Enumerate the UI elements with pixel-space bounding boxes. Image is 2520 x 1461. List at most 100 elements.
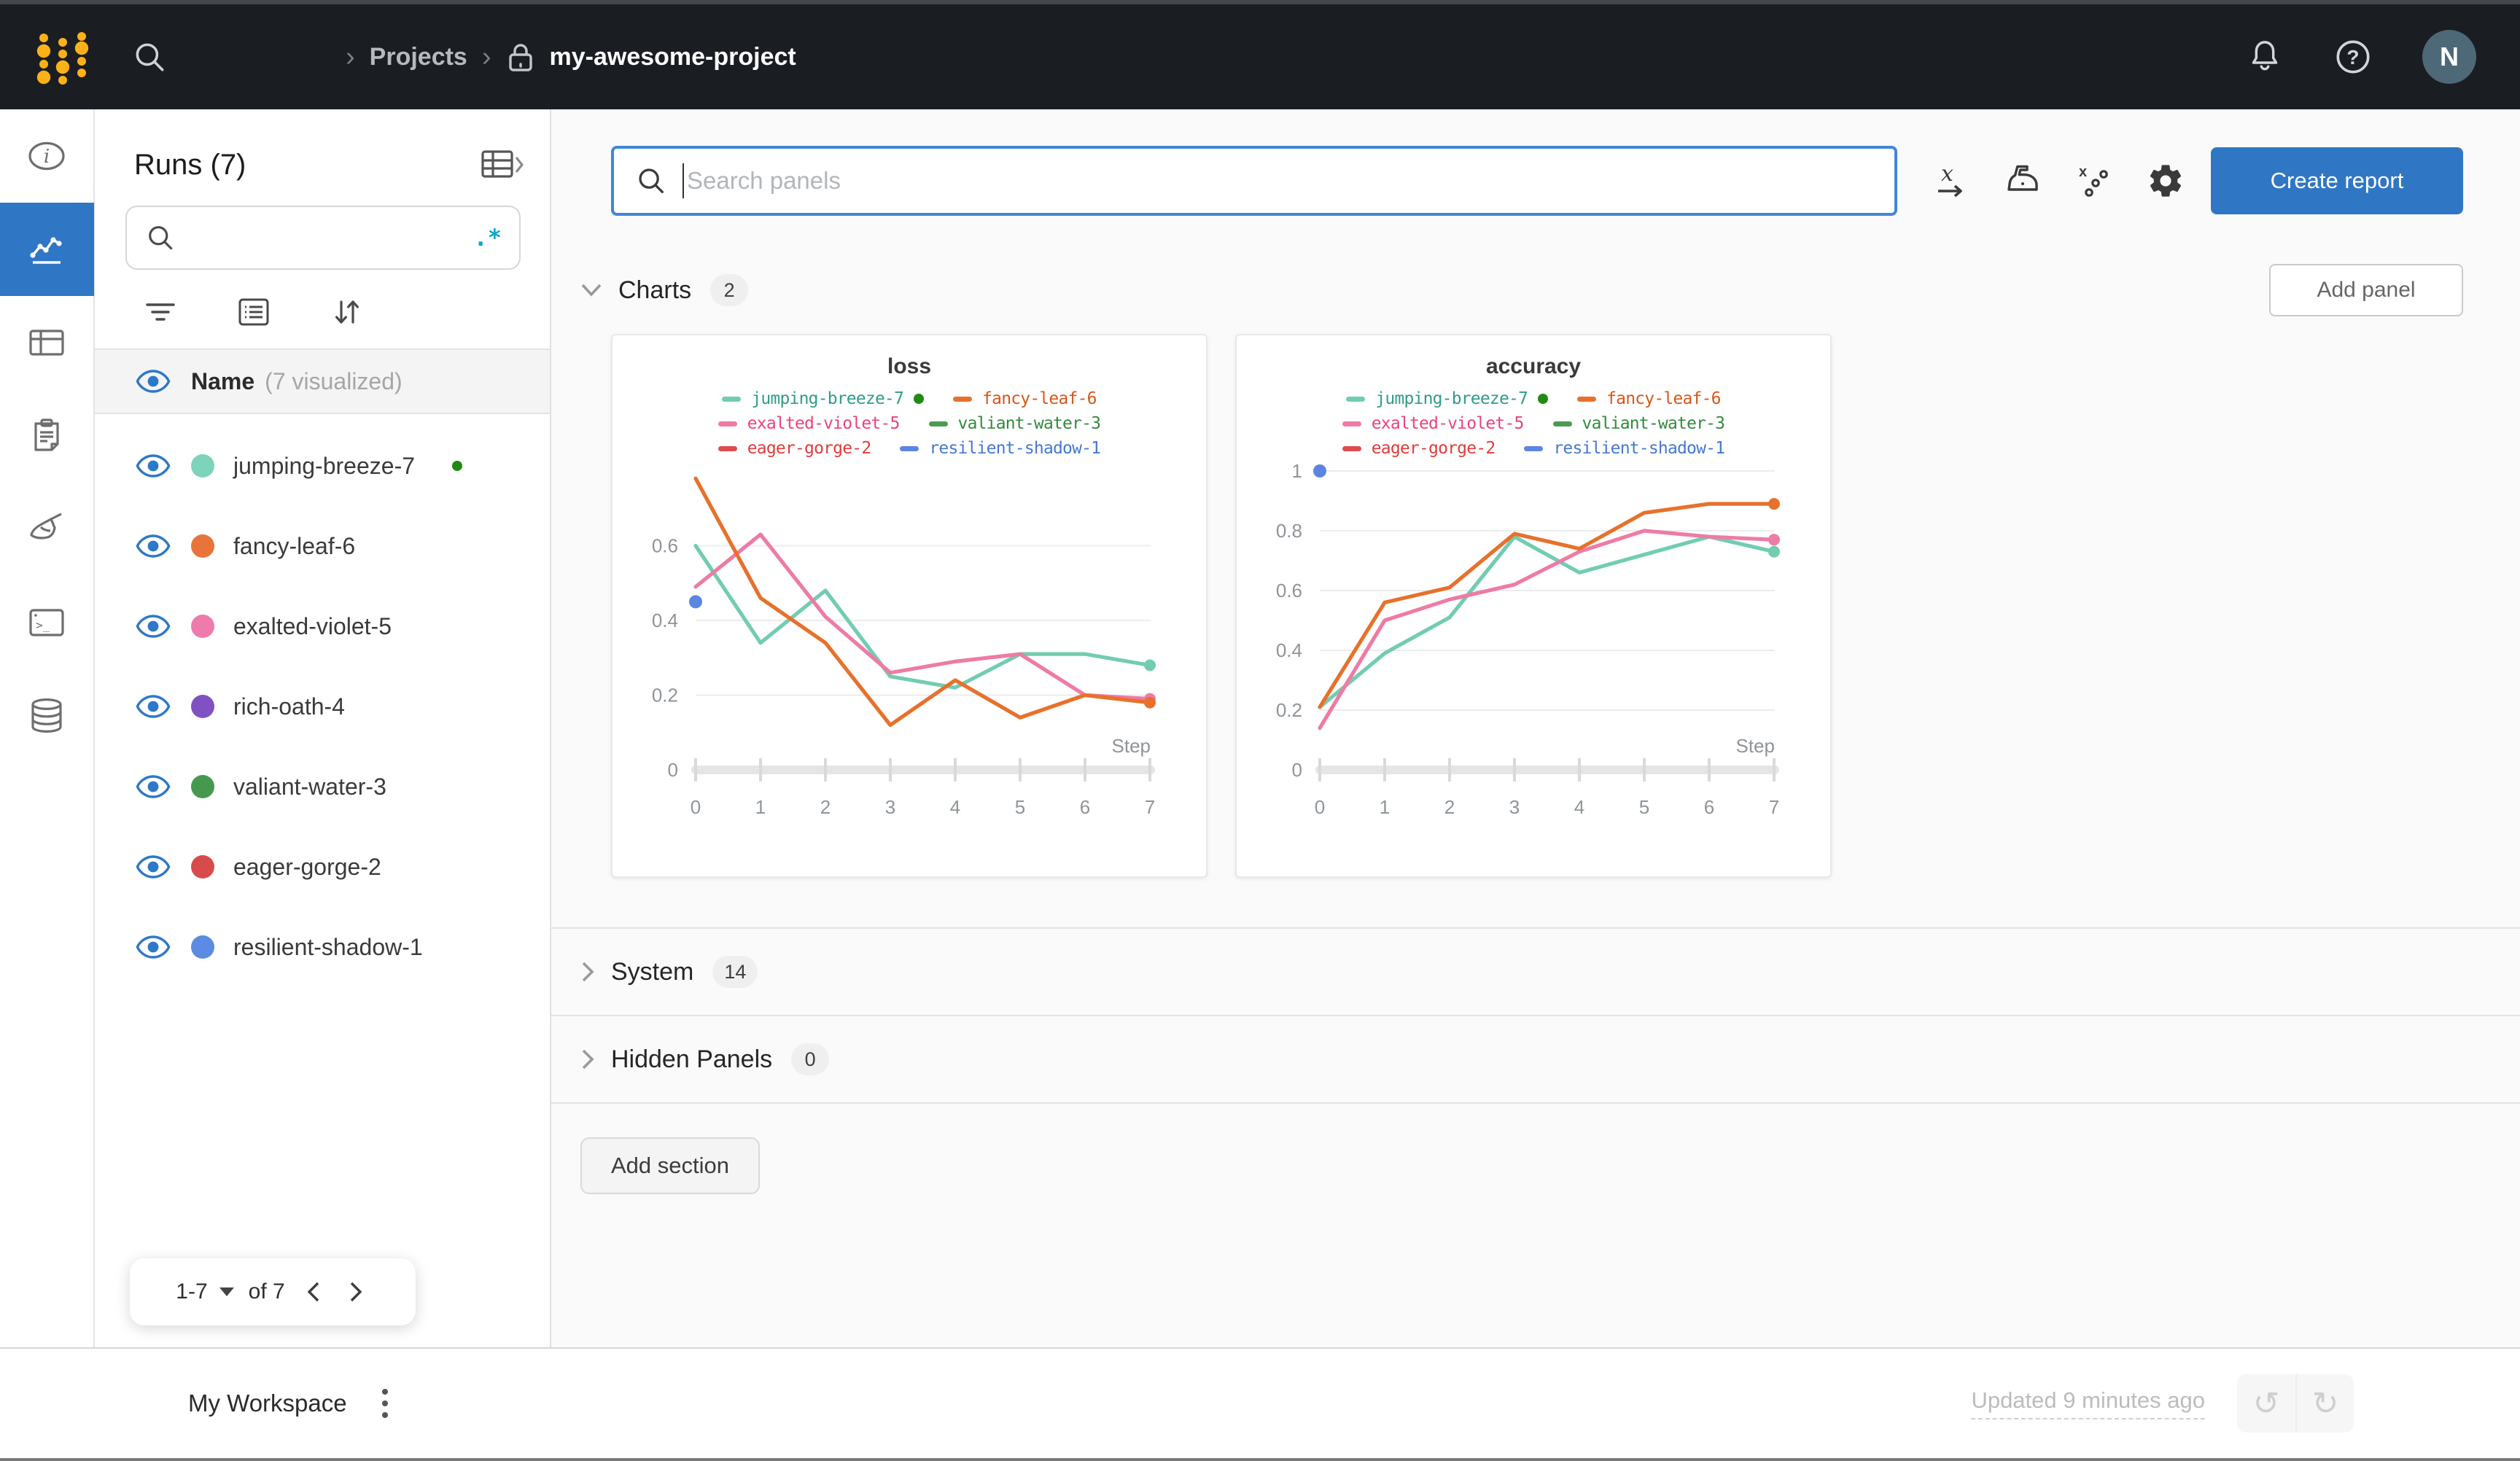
- eye-icon[interactable]: [136, 855, 171, 878]
- global-search-button[interactable]: [131, 39, 168, 75]
- group-list-icon[interactable]: [238, 297, 270, 327]
- panel[interactable]: loss jumping-breeze-7 fancy-leaf-6 exalted…: [611, 334, 1208, 878]
- rail-item-artifacts[interactable]: [0, 669, 94, 763]
- legend-item[interactable]: eager-gorge-2: [1342, 439, 1496, 458]
- charts-section-header[interactable]: Charts 2 Add panel: [551, 264, 2520, 316]
- svg-text:2: 2: [1444, 796, 1455, 818]
- eye-icon[interactable]: [136, 615, 171, 638]
- runs-search-input[interactable]: .*: [125, 206, 521, 270]
- eye-icon[interactable]: [136, 534, 171, 558]
- svg-text:0.8: 0.8: [1276, 520, 1302, 542]
- eye-icon[interactable]: [136, 935, 171, 959]
- rail-item-logs[interactable]: >_: [0, 576, 94, 669]
- workspace-settings-button[interactable]: [2147, 162, 2185, 200]
- pagination-total: of 7: [248, 1279, 285, 1304]
- panel[interactable]: accuracy jumping-breeze-7 fancy-leaf-6 exa…: [1235, 334, 1832, 878]
- run-name[interactable]: resilient-shadow-1: [233, 933, 423, 960]
- run-row[interactable]: fancy-leaf-6: [95, 506, 550, 586]
- gear-icon: [2150, 165, 2182, 197]
- svg-text:0: 0: [1292, 759, 1302, 781]
- system-section-header[interactable]: System 14: [551, 929, 2520, 1016]
- workspace-footer: My Workspace Updated 9 minutes ago ↺ ↻: [0, 1347, 2520, 1458]
- workspace-title[interactable]: My Workspace: [188, 1390, 347, 1417]
- legend-item[interactable]: jumping-breeze-7: [1346, 389, 1549, 408]
- breadcrumb-projects-link[interactable]: Projects: [369, 42, 467, 71]
- smoothing-button[interactable]: [2004, 162, 2042, 200]
- run-row[interactable]: eager-gorge-2: [95, 827, 550, 907]
- run-row[interactable]: valiant-water-3: [95, 747, 550, 827]
- run-color-dot: [191, 454, 214, 478]
- rail-item-overview[interactable]: i: [0, 109, 94, 203]
- legend-item[interactable]: fancy-leaf-6: [953, 389, 1097, 408]
- breadcrumb: › Projects › my-awesome-project: [346, 41, 796, 73]
- hidden-panels-section-header[interactable]: Hidden Panels 0: [551, 1016, 2520, 1104]
- legend-item[interactable]: jumping-breeze-7: [722, 389, 925, 408]
- svg-text:5: 5: [1015, 796, 1025, 818]
- legend-item[interactable]: exalted-violet-5: [1342, 414, 1524, 433]
- panel-title: loss: [887, 354, 932, 378]
- run-name[interactable]: jumping-breeze-7: [233, 452, 416, 479]
- expand-table-icon[interactable]: [480, 147, 524, 182]
- run-name[interactable]: valiant-water-3: [233, 773, 386, 800]
- legend-item[interactable]: fancy-leaf-6: [1577, 389, 1721, 408]
- svg-text:0.4: 0.4: [1276, 639, 1302, 661]
- legend-item[interactable]: resilient-shadow-1: [1524, 439, 1725, 458]
- rail-item-sweeps[interactable]: [0, 483, 94, 576]
- regex-toggle[interactable]: .*: [473, 224, 502, 252]
- redo-button[interactable]: ↻: [2295, 1374, 2354, 1433]
- eye-icon[interactable]: [136, 775, 171, 798]
- iron-icon: [2007, 165, 2038, 191]
- eye-icon[interactable]: [136, 370, 171, 393]
- legend-item[interactable]: eager-gorge-2: [718, 439, 871, 458]
- filter-funnel-icon[interactable]: [144, 297, 176, 327]
- eye-icon[interactable]: [136, 695, 171, 718]
- runs-name-header[interactable]: Name (7 visualized): [95, 348, 550, 414]
- undo-button[interactable]: ↺: [2252, 1385, 2280, 1422]
- legend-item[interactable]: resilient-shadow-1: [900, 439, 1101, 458]
- avatar[interactable]: N: [2422, 30, 2476, 84]
- legend-item[interactable]: exalted-violet-5: [718, 414, 900, 433]
- chevron-down-icon: [580, 283, 602, 297]
- rail-item-panels[interactable]: [0, 296, 94, 389]
- wandb-logo-icon[interactable]: [32, 26, 93, 87]
- run-name[interactable]: exalted-violet-5: [233, 612, 392, 639]
- add-section-button[interactable]: Add section: [580, 1137, 760, 1194]
- help-icon[interactable]: ?: [2333, 37, 2373, 77]
- running-indicator: [914, 394, 925, 404]
- window-edge: [0, 0, 2520, 4]
- eye-icon[interactable]: [136, 454, 171, 478]
- x-axis-settings-button[interactable]: x: [1932, 162, 1970, 200]
- runs-filter-row: [95, 270, 550, 348]
- legend-item[interactable]: valiant-water-3: [928, 414, 1101, 433]
- pagination-range[interactable]: 1-7: [176, 1279, 208, 1304]
- panel-title: accuracy: [1485, 354, 1582, 378]
- add-panel-button[interactable]: Add panel: [2269, 264, 2463, 316]
- svg-text:?: ?: [2346, 46, 2359, 69]
- rail-item-jobs[interactable]: [0, 389, 94, 483]
- rail-item-charts[interactable]: [0, 203, 94, 296]
- workspace-menu-kebab-icon[interactable]: [381, 1389, 388, 1418]
- create-report-button[interactable]: Create report: [2211, 147, 2463, 214]
- sort-icon[interactable]: [331, 296, 363, 328]
- run-row[interactable]: rich-oath-4: [95, 666, 550, 747]
- legend-item[interactable]: valiant-water-3: [1552, 414, 1725, 433]
- search-icon: [136, 43, 164, 71]
- next-page-button[interactable]: [342, 1280, 370, 1304]
- chart-legend: jumping-breeze-7 fancy-leaf-6 exalted-viol…: [1237, 386, 1830, 461]
- search-panels-input[interactable]: Search panels: [611, 146, 1897, 216]
- updated-status[interactable]: Updated 9 minutes ago: [1971, 1387, 2205, 1419]
- run-row[interactable]: jumping-breeze-7: [95, 426, 550, 506]
- run-row[interactable]: exalted-violet-5: [95, 586, 550, 666]
- outliers-button[interactable]: x: [2075, 162, 2113, 200]
- run-name[interactable]: fancy-leaf-6: [233, 532, 356, 559]
- notifications-bell-icon[interactable]: [2246, 37, 2284, 77]
- chart-plot: 0 0.2 0.4 0.6 0 1 2 3 4 5 6 7 Step: [652, 476, 1156, 818]
- run-name[interactable]: eager-gorge-2: [233, 853, 381, 880]
- run-name[interactable]: rich-oath-4: [233, 693, 345, 720]
- prev-page-button[interactable]: [300, 1280, 327, 1304]
- svg-text:x: x: [1941, 162, 1953, 187]
- system-count-badge: 14: [712, 956, 758, 988]
- breadcrumb-project-link[interactable]: my-awesome-project: [549, 42, 796, 71]
- run-row[interactable]: resilient-shadow-1: [95, 907, 550, 987]
